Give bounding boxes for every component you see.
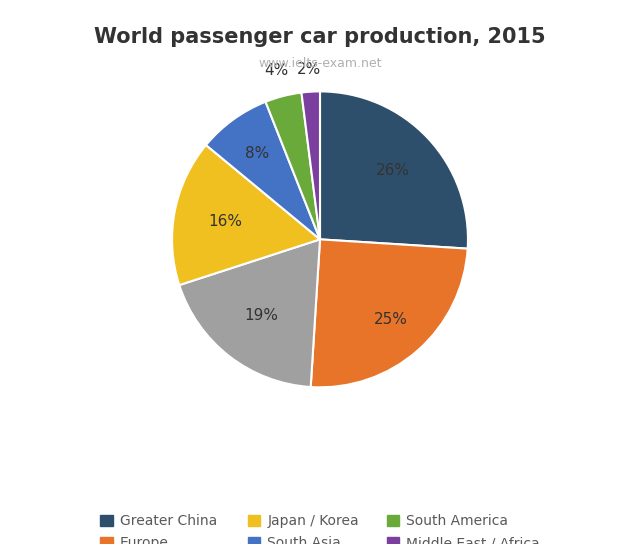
Text: 16%: 16%	[209, 214, 243, 229]
Legend: Greater China, Europe, North America, Japan / Korea, South Asia, South America, : Greater China, Europe, North America, Ja…	[100, 514, 540, 544]
Text: 2%: 2%	[297, 62, 321, 77]
Text: World passenger car production, 2015: World passenger car production, 2015	[94, 27, 546, 47]
Text: www.ielts-exam.net: www.ielts-exam.net	[259, 57, 381, 70]
Text: 4%: 4%	[264, 63, 289, 78]
Wedge shape	[206, 102, 320, 239]
Wedge shape	[301, 91, 320, 239]
Text: 26%: 26%	[376, 163, 410, 178]
Wedge shape	[310, 239, 468, 387]
Text: 19%: 19%	[244, 308, 278, 323]
Wedge shape	[172, 145, 320, 285]
Text: 25%: 25%	[374, 312, 408, 327]
Wedge shape	[179, 239, 320, 387]
Wedge shape	[320, 91, 468, 249]
Text: 8%: 8%	[245, 146, 269, 160]
Wedge shape	[266, 92, 320, 239]
